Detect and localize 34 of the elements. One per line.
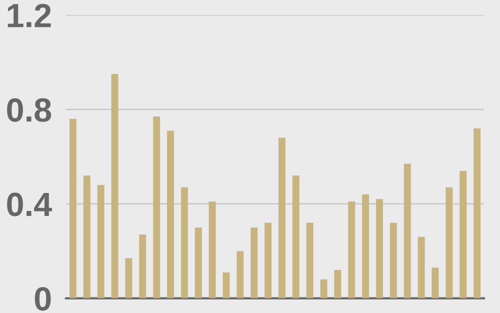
bar [362,194,370,298]
bar [69,118,76,298]
y-tick-label: 0.8 [7,98,52,122]
bar [460,170,467,298]
bar [222,272,230,298]
bar [474,128,481,298]
bar [139,234,146,298]
bar [432,268,439,298]
bar [97,184,104,298]
y-tick-label: 0.4 [7,192,52,216]
bar [376,199,383,298]
bar [404,164,411,298]
bar [292,176,300,298]
bar [194,227,202,298]
bar [125,258,132,298]
bar [334,270,342,298]
y-tick-label: 1.2 [8,4,51,28]
bar [153,116,160,298]
bar [320,279,328,298]
bar [111,74,118,298]
bar [306,222,314,298]
bar [208,202,216,298]
bar [278,138,286,298]
bar [418,236,425,298]
bar [180,187,188,298]
bar [348,202,356,298]
bar [390,222,397,298]
bar [167,130,174,298]
bar [83,176,90,298]
bar [446,187,453,298]
bar [264,222,272,298]
bar [250,227,258,298]
bar [236,251,244,298]
y-tick-label: 0 [34,287,51,311]
